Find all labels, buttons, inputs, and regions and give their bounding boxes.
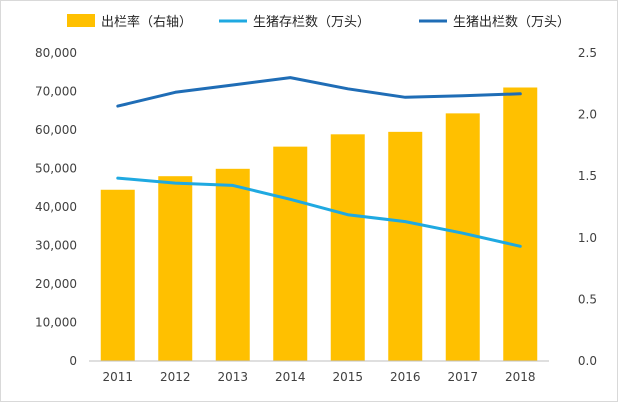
legend-label: 出栏率（右轴） xyxy=(101,14,192,30)
y-left-tick-label: 50,000 xyxy=(35,162,77,176)
bar-2016 xyxy=(388,132,422,361)
bar-2018 xyxy=(503,87,537,361)
x-tick-label: 2013 xyxy=(217,370,248,384)
x-tick-label: 2015 xyxy=(332,370,363,384)
x-tick-label: 2011 xyxy=(102,370,133,384)
y-left-tick-label: 60,000 xyxy=(35,123,77,137)
x-tick-label: 2017 xyxy=(447,370,478,384)
y-left-tick-label: 80,000 xyxy=(35,46,77,60)
y-left-tick-label: 10,000 xyxy=(35,316,77,330)
bar-2012 xyxy=(158,176,192,361)
x-tick-label: 2016 xyxy=(390,370,421,384)
y-left-tick-label: 70,000 xyxy=(35,85,77,99)
legend-bar-swatch xyxy=(67,14,95,27)
series-line-2 xyxy=(118,78,521,107)
y-left-tick-label: 0 xyxy=(69,354,77,368)
y-right-tick-label: 0.5 xyxy=(578,292,597,306)
bar-2015 xyxy=(331,134,365,361)
y-right-tick-label: 1.5 xyxy=(578,169,597,183)
x-tick-label: 2018 xyxy=(505,370,536,384)
y-left-tick-label: 40,000 xyxy=(35,200,77,214)
y-left-tick-label: 30,000 xyxy=(35,239,77,253)
legend-label: 生猪存栏数（万头） xyxy=(253,15,370,30)
x-tick-label: 2012 xyxy=(160,370,191,384)
bar-2014 xyxy=(273,147,307,361)
bar-2013 xyxy=(216,169,250,361)
bar-2011 xyxy=(101,190,135,361)
y-right-tick-label: 2.5 xyxy=(578,46,597,60)
y-right-tick-label: 0.0 xyxy=(578,354,597,368)
y-right-tick-label: 1.0 xyxy=(578,231,597,245)
y-left-tick-label: 20,000 xyxy=(35,277,77,291)
legend-label: 生猪出栏数（万头） xyxy=(453,15,570,30)
x-tick-label: 2014 xyxy=(275,370,306,384)
y-right-tick-label: 2.0 xyxy=(578,108,597,122)
